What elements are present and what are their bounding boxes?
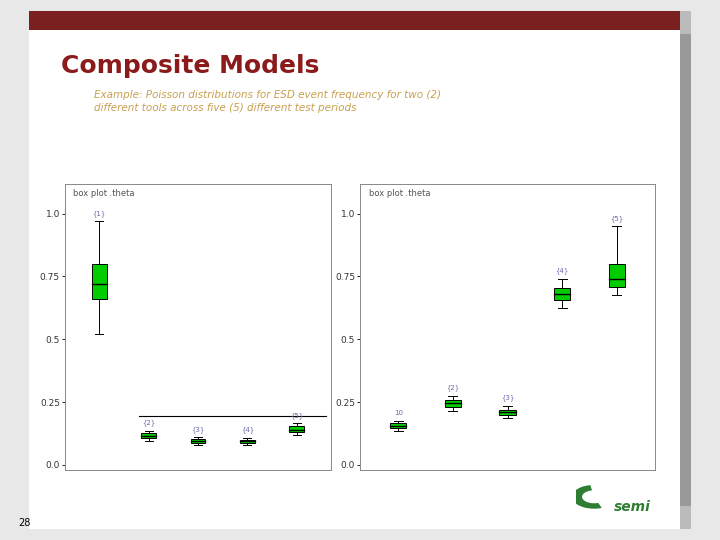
Text: box plot .theta: box plot .theta xyxy=(369,190,431,198)
Bar xyxy=(445,400,461,407)
Bar xyxy=(141,434,156,438)
Bar xyxy=(500,409,516,415)
Bar xyxy=(554,288,570,300)
Text: semi: semi xyxy=(614,500,651,514)
Text: {3}: {3} xyxy=(192,426,204,433)
Bar xyxy=(608,264,625,287)
Text: {2}: {2} xyxy=(142,420,156,427)
Text: {4}: {4} xyxy=(556,268,569,274)
Bar xyxy=(92,264,107,299)
Bar xyxy=(390,423,407,428)
Text: {5}: {5} xyxy=(611,215,624,222)
Text: 10: 10 xyxy=(394,410,402,416)
Wedge shape xyxy=(572,485,602,509)
Text: Example: Poisson distributions for ESD event frequency for two (2)
different too: Example: Poisson distributions for ESD e… xyxy=(94,90,441,113)
Bar xyxy=(240,440,255,443)
Text: {2}: {2} xyxy=(446,384,459,391)
Bar xyxy=(289,426,304,432)
Text: {3}: {3} xyxy=(501,395,514,401)
Text: box plot .theta: box plot .theta xyxy=(73,190,135,198)
Text: {5}: {5} xyxy=(290,412,303,419)
Text: 28: 28 xyxy=(18,518,30,529)
Text: {1}: {1} xyxy=(93,210,106,217)
Text: Composite Models: Composite Models xyxy=(61,54,320,78)
Text: {4}: {4} xyxy=(240,427,254,433)
Bar xyxy=(191,439,205,443)
